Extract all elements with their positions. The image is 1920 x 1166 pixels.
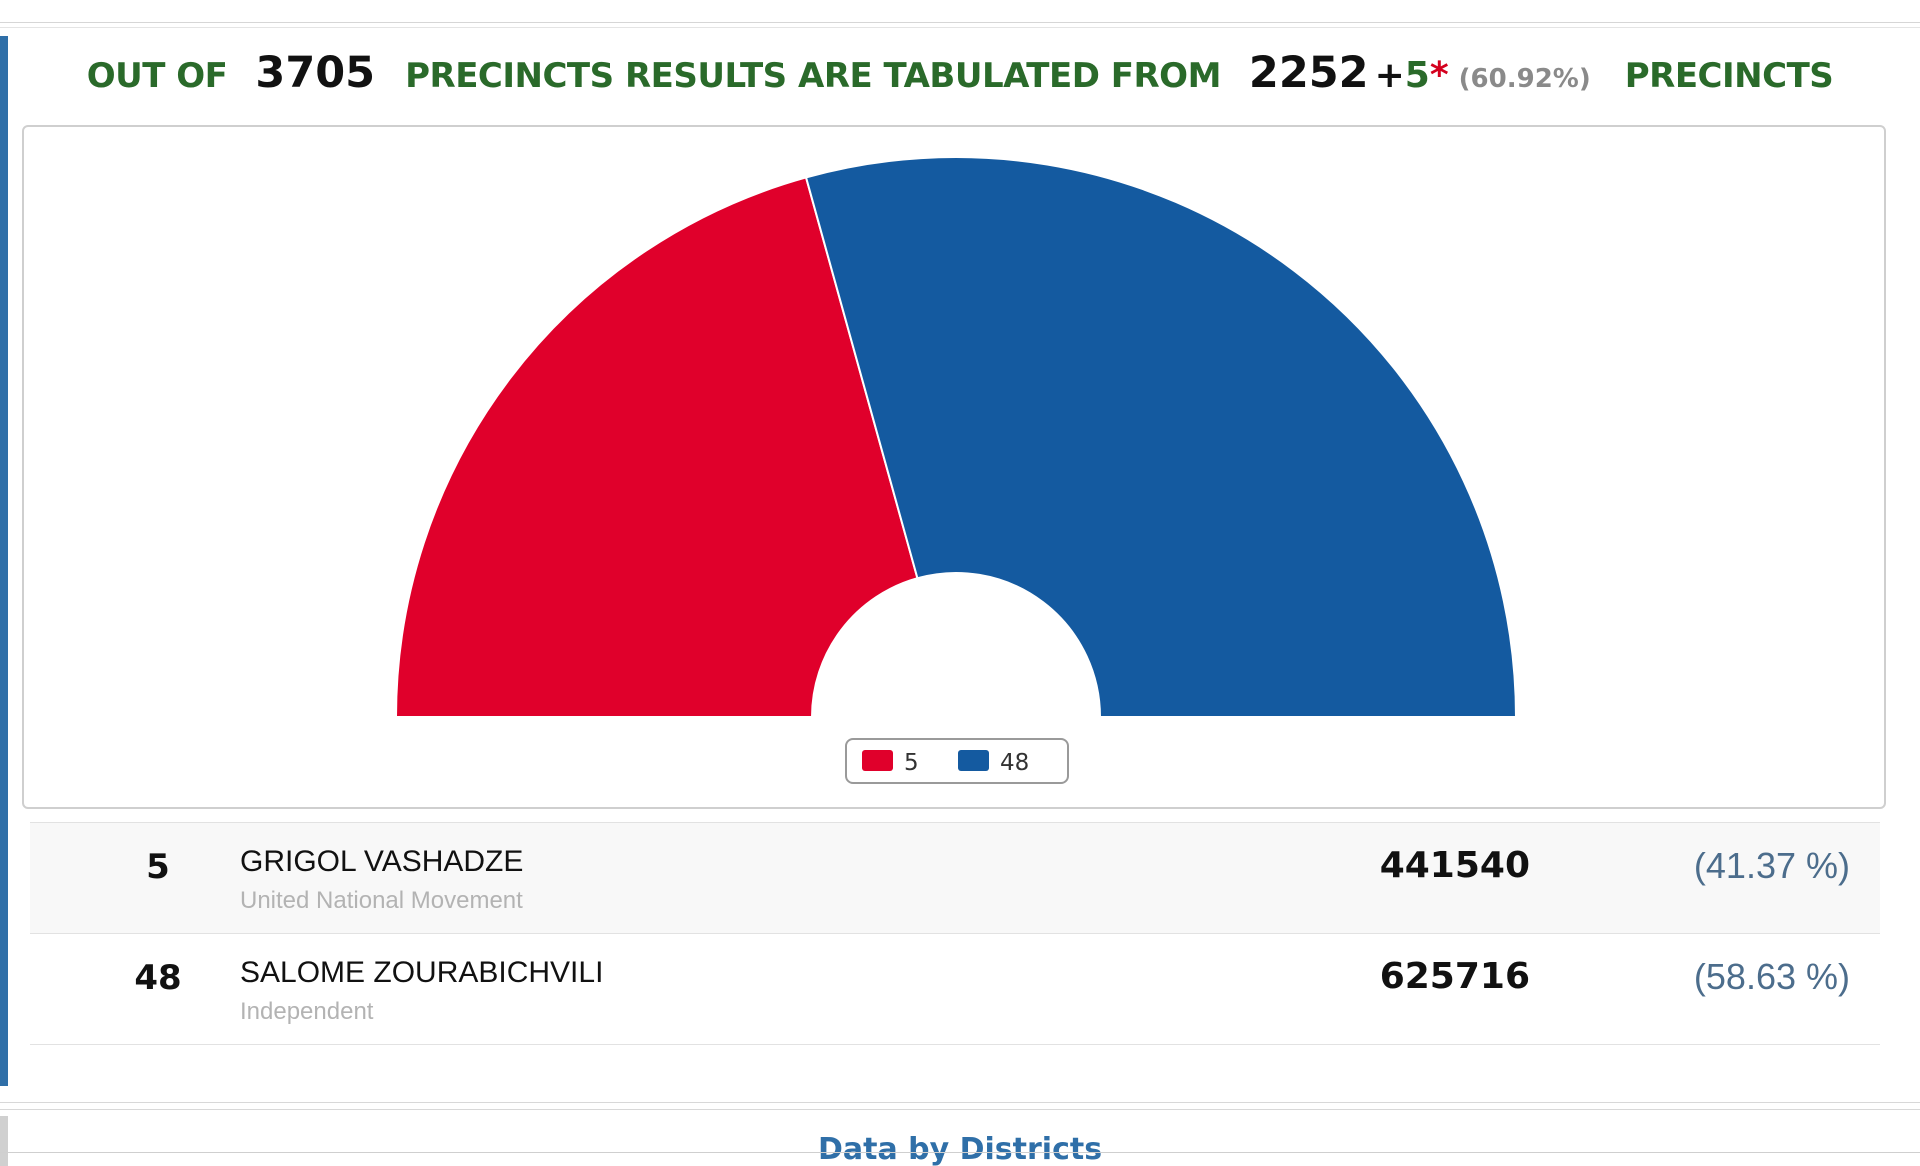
slice-48[interactable]: [804, 156, 1518, 718]
candidate-party: Independent: [240, 998, 374, 1025]
asterisk-note[interactable]: *: [1429, 55, 1449, 96]
summary-prefix: OUT OF: [86, 56, 228, 96]
legend-label-48[interactable]: 48: [1000, 750, 1029, 776]
candidate-votes: 441540: [1379, 845, 1530, 886]
top-divider: [0, 22, 1920, 28]
candidate-number: 5: [146, 847, 170, 887]
tabulated-percent: (60.92%): [1458, 64, 1591, 94]
precinct-summary: OUT OF 3705 PRECINCTS RESULTS ARE TABULA…: [0, 48, 1920, 108]
summary-middle: PRECINCTS RESULTS ARE TABULATED FROM: [405, 56, 1221, 96]
candidate-percent: (58.63 %): [1693, 956, 1850, 997]
semicircle-chart: 5 48: [394, 156, 1518, 784]
candidate-percent: (41.37 %): [1693, 845, 1850, 886]
left-accent-bar: [0, 36, 8, 1086]
districts-accent-bar: [0, 1116, 8, 1166]
slice-5[interactable]: [394, 176, 919, 718]
legend-swatch-48[interactable]: [958, 750, 989, 771]
candidate-votes: 625716: [1379, 956, 1530, 997]
districts-divider: [0, 1152, 1920, 1153]
table-row[interactable]: 48 SALOME ZOURABICHVILI Independent 6257…: [30, 933, 1880, 1045]
legend-box: [845, 738, 1069, 784]
candidate-name: GRIGOL VASHADZE: [240, 845, 524, 878]
table-row[interactable]: 5 GRIGOL VASHADZE United National Moveme…: [30, 822, 1880, 933]
candidate-name: SALOME ZOURABICHVILI: [240, 956, 604, 989]
total-precincts: 3705: [255, 48, 376, 98]
candidate-party: United National Movement: [240, 887, 523, 914]
summary-suffix: PRECINCTS: [1624, 56, 1834, 96]
candidate-number: 48: [134, 958, 182, 998]
tabulated-precincts: 2252: [1248, 48, 1369, 98]
extra-precincts: 5: [1404, 55, 1430, 96]
legend-swatch-5[interactable]: [862, 750, 893, 771]
districts-title[interactable]: Data by Districts: [817, 1132, 1103, 1166]
results-table: 5 GRIGOL VASHADZE United National Moveme…: [30, 822, 1880, 1045]
bottom-divider: [0, 1102, 1920, 1110]
summary-plus: +: [1374, 55, 1405, 96]
chart-legend: 5 48: [845, 738, 1069, 784]
legend-label-5[interactable]: 5: [904, 750, 919, 776]
chart-panel: 5 48: [22, 125, 1886, 809]
districts-panel: Data by Districts: [0, 1116, 1920, 1166]
